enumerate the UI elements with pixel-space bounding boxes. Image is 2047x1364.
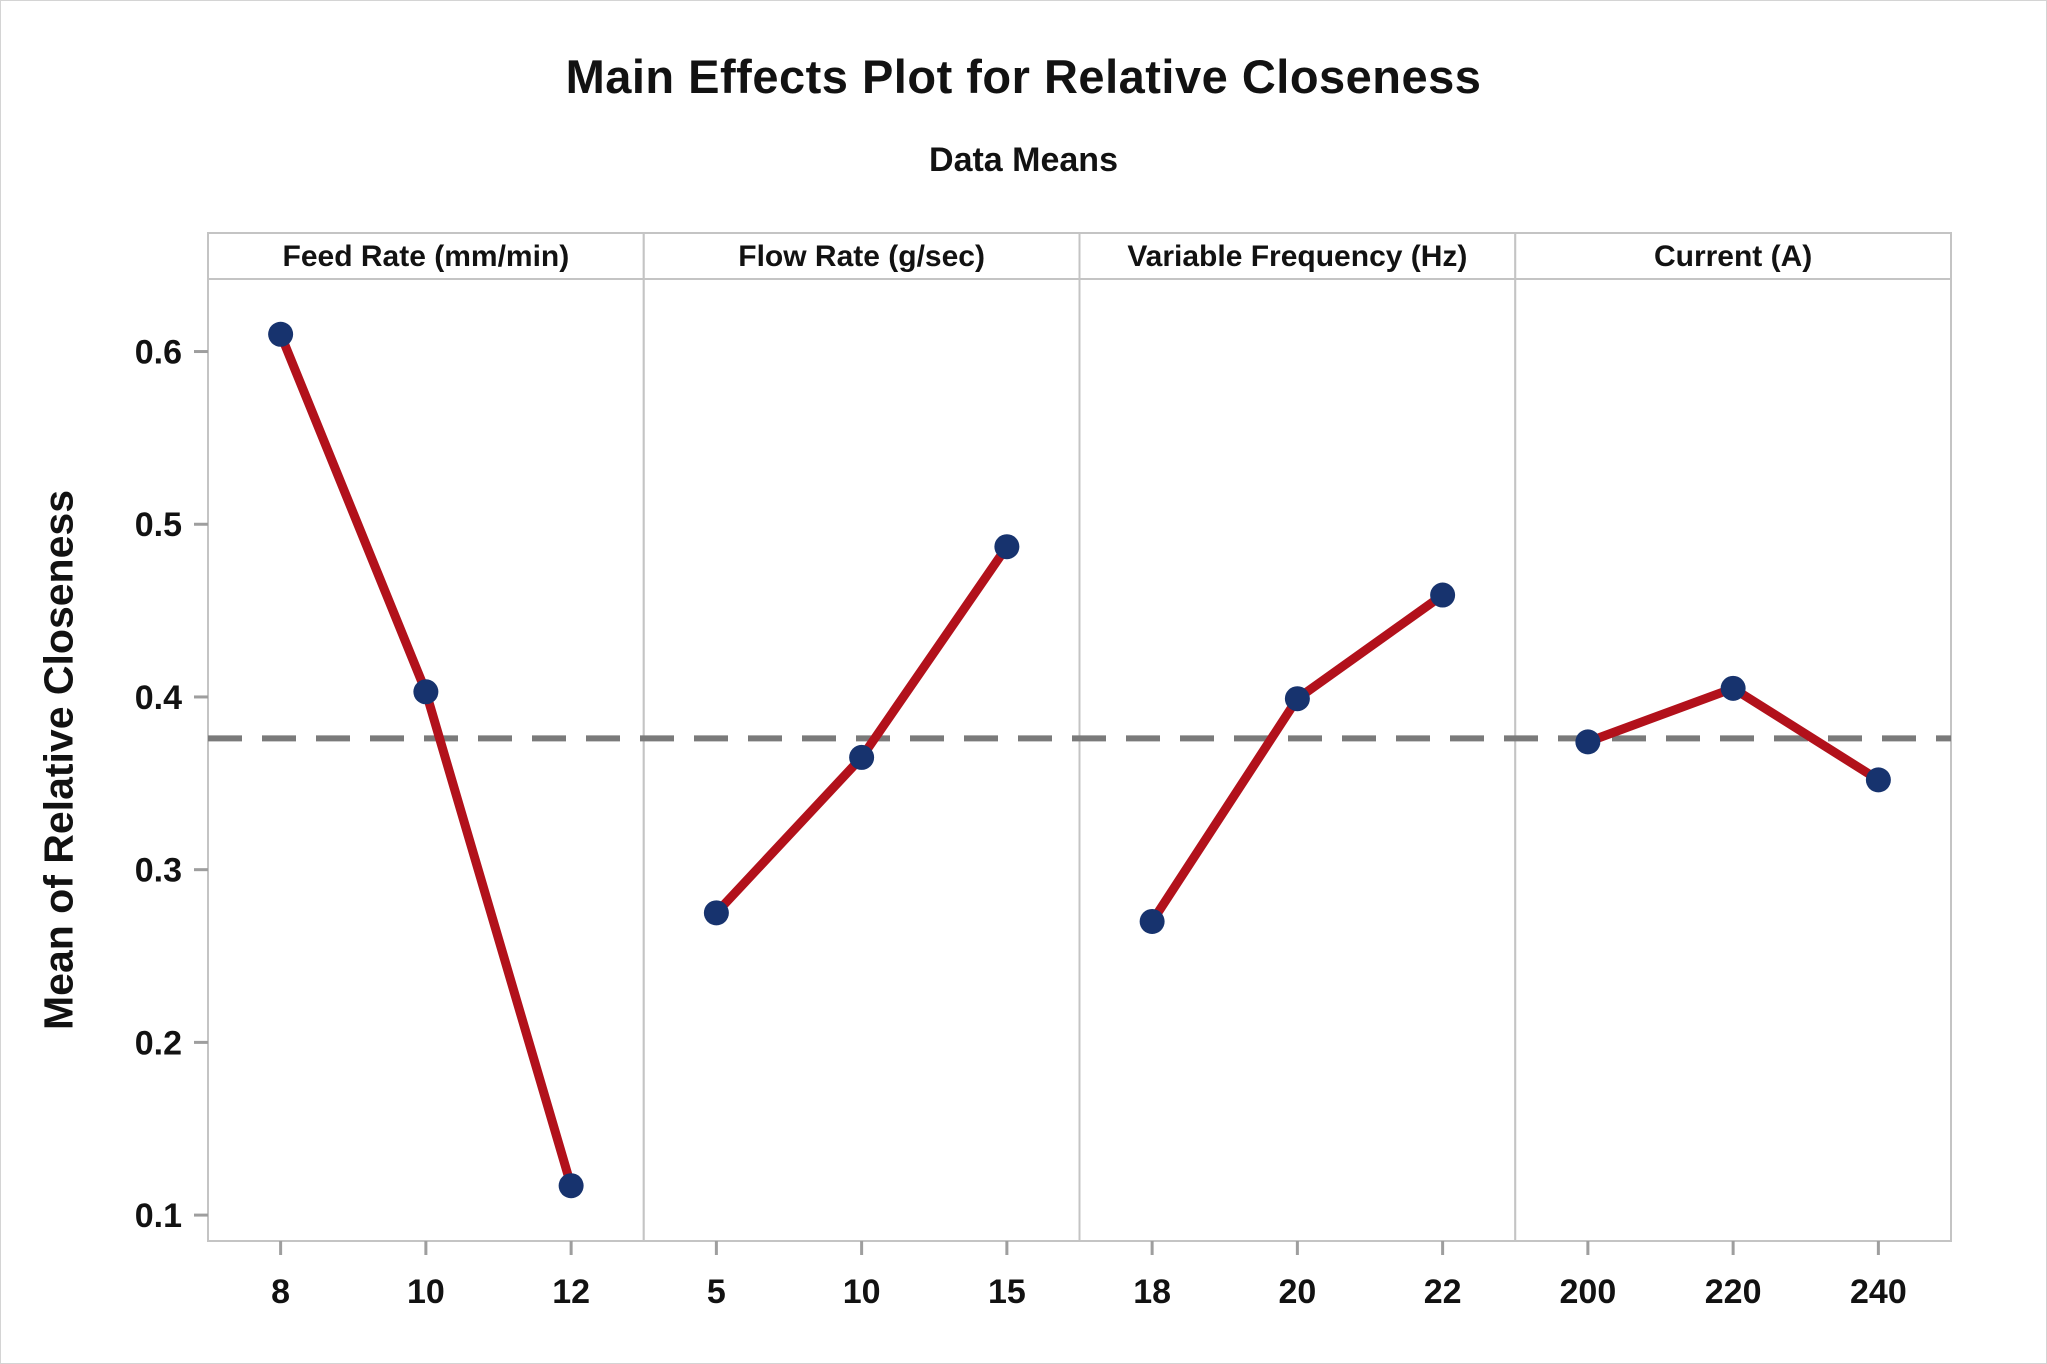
panel-plot-box <box>1078 278 1517 1242</box>
x-tick-label: 18 <box>1133 1273 1171 1311</box>
y-tick-label: 0.5 <box>135 506 182 544</box>
data-point <box>849 744 875 770</box>
data-point <box>1430 582 1456 608</box>
data-point <box>994 534 1020 560</box>
x-tick-label: 200 <box>1560 1273 1617 1311</box>
chart-title: Main Effects Plot for Relative Closeness <box>565 50 1482 103</box>
panel-header-label: Current (A) <box>1654 240 1812 273</box>
panel-header-label: Feed Rate (mm/min) <box>283 240 570 273</box>
data-point <box>1720 675 1746 701</box>
x-tick-label: 220 <box>1705 1273 1762 1311</box>
panel-header-label: Variable Frequency (Hz) <box>1127 240 1467 273</box>
panel-plot-box <box>1514 278 1952 1242</box>
x-tick-label: 5 <box>707 1273 726 1311</box>
x-tick-label: 10 <box>407 1273 445 1311</box>
data-point <box>413 679 439 705</box>
panel-header-box <box>1514 232 1952 280</box>
data-point <box>1865 767 1891 793</box>
data-point <box>1284 686 1310 712</box>
panel-header-label: Flow Rate (g/sec) <box>738 240 985 273</box>
y-tick-label: 0.4 <box>135 679 182 717</box>
x-tick-label: 10 <box>843 1273 881 1311</box>
data-point <box>1139 908 1165 934</box>
x-tick-label: 12 <box>552 1273 590 1311</box>
y-tick-label: 0.1 <box>135 1197 182 1235</box>
data-point <box>268 321 294 347</box>
x-tick-label: 15 <box>988 1273 1026 1311</box>
x-tick-label: 240 <box>1850 1273 1907 1311</box>
x-tick-label: 22 <box>1424 1273 1462 1311</box>
x-tick-label: 8 <box>271 1273 290 1311</box>
y-tick-label: 0.2 <box>135 1024 182 1062</box>
data-point <box>703 900 729 926</box>
data-point <box>1575 729 1601 755</box>
y-tick-label: 0.3 <box>135 852 182 890</box>
data-point <box>558 1173 584 1199</box>
panel-plot-box <box>207 278 645 1242</box>
chart-subtitle: Data Means <box>929 141 1118 179</box>
y-tick-label: 0.6 <box>135 334 182 372</box>
x-tick-label: 20 <box>1278 1273 1316 1311</box>
